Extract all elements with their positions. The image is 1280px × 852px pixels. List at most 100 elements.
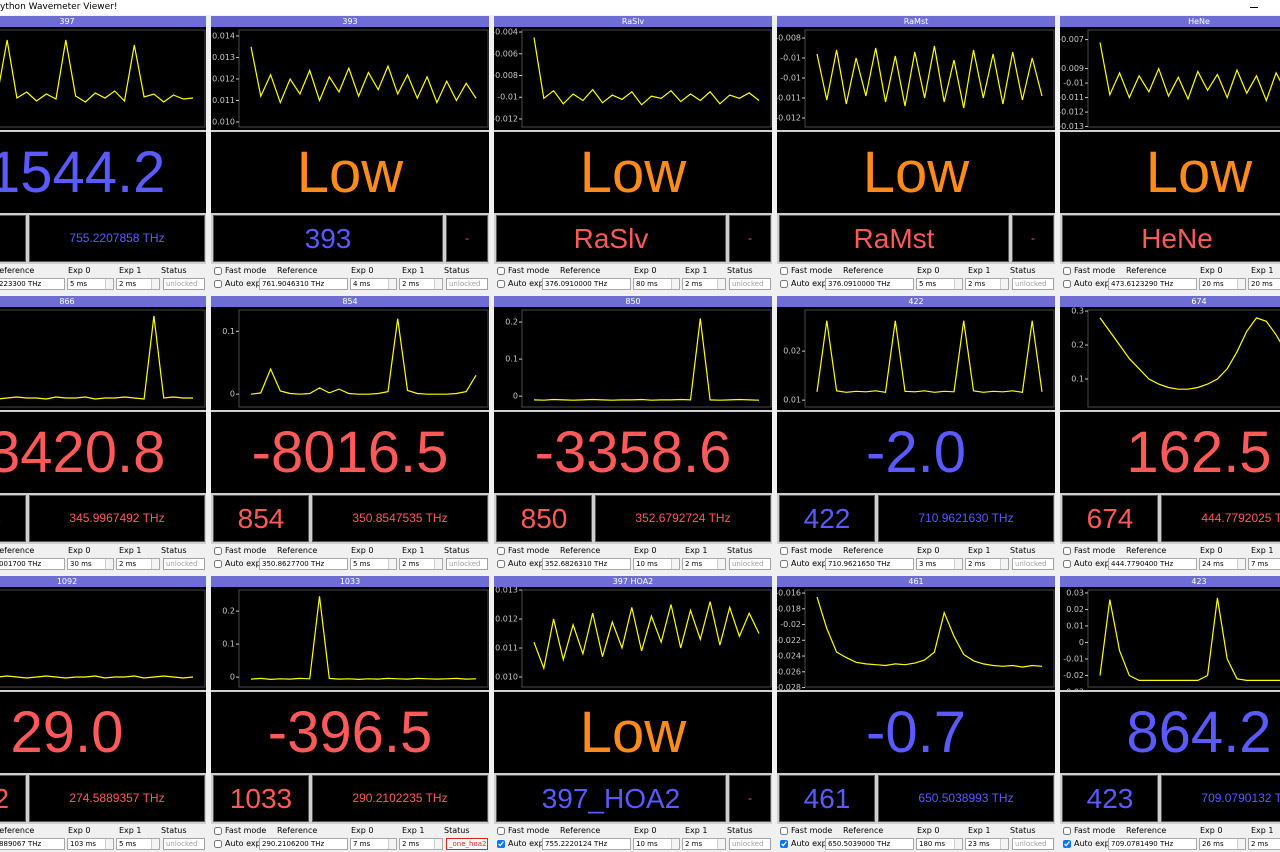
auto-expose-checkbox[interactable] — [780, 840, 788, 848]
auto-expose-checkbox[interactable] — [214, 560, 222, 568]
exp1-spinbox[interactable]: 5 ms — [116, 838, 160, 850]
status-field[interactable]: unlocked — [1012, 838, 1054, 850]
exp1-spinbox[interactable]: 2 ms — [965, 558, 1009, 570]
control-label: Fast mode — [791, 546, 833, 555]
fast-mode-checkbox[interactable] — [497, 827, 505, 835]
exp0-spinbox[interactable]: 80 ms — [633, 278, 680, 290]
exp0-spinbox[interactable]: 24 ms — [1199, 558, 1246, 570]
exp1-spinbox[interactable]: 2 ms — [116, 278, 160, 290]
exp1-spinbox[interactable]: 2 ms — [116, 558, 160, 570]
auto-expose-checkbox[interactable] — [780, 280, 788, 288]
fast-mode-checkbox[interactable] — [214, 547, 222, 555]
reading: -2.0 — [777, 412, 1055, 493]
exp0-spinbox[interactable]: 10 ms — [633, 838, 680, 850]
status-field[interactable]: unlocked — [729, 558, 771, 570]
status-field[interactable]: _one_hoa2 — [446, 838, 488, 850]
control-label: Exp 1 — [119, 546, 142, 555]
frequency: 650.5038993 THz — [878, 775, 1054, 822]
reference-input[interactable]: 376.0910000 THz — [542, 278, 631, 290]
fast-mode-checkbox[interactable] — [214, 827, 222, 835]
reference-input[interactable]: 710.9621650 THz — [825, 558, 914, 570]
fast-mode-checkbox[interactable] — [214, 267, 222, 275]
status-field[interactable]: unlocked — [729, 838, 771, 850]
status-field[interactable]: unlocked — [446, 558, 488, 570]
fast-mode-checkbox[interactable] — [780, 547, 788, 555]
reference-input[interactable]: 755.2220124 THz — [542, 838, 631, 850]
exp1-spinbox[interactable]: 2 ms — [965, 278, 1009, 290]
exp0-spinbox[interactable]: 26 ms — [1199, 838, 1246, 850]
status-field[interactable]: unlocked — [163, 558, 205, 570]
frequency: 290.2102235 THz — [312, 775, 488, 822]
exp1-spinbox[interactable]: 23 ms — [965, 838, 1009, 850]
auto-expose-checkbox[interactable] — [497, 840, 505, 848]
channel-name: 850 — [496, 495, 592, 542]
control-label: Reference — [1126, 546, 1167, 555]
reference-input[interactable]: 346.0001700 THz — [0, 558, 65, 570]
exp1-spinbox[interactable]: 2 ms — [682, 278, 726, 290]
exp0-spinbox[interactable]: 4 ms — [350, 278, 397, 290]
reference-input[interactable]: 376.0910000 THz — [825, 278, 914, 290]
exp1-spinbox[interactable]: 2 ms — [682, 838, 726, 850]
exp1-spinbox[interactable]: 2 ms — [399, 838, 443, 850]
fast-mode-checkbox[interactable] — [780, 267, 788, 275]
y-tick-label: -0.018 — [777, 604, 801, 613]
plot-frame — [804, 309, 1055, 408]
reference-input[interactable]: 290.2106200 THz — [259, 838, 348, 850]
auto-expose-checkbox[interactable] — [497, 560, 505, 568]
status-field[interactable]: unlocked — [729, 278, 771, 290]
exp1-spinbox[interactable]: 2 ms — [1248, 838, 1280, 850]
fast-mode-checkbox[interactable] — [1063, 827, 1071, 835]
trace — [533, 601, 760, 671]
control-label: Reference — [277, 266, 318, 275]
reference-input[interactable]: 709.0781490 THz — [1108, 838, 1197, 850]
fast-mode-checkbox[interactable] — [497, 267, 505, 275]
reference-input[interactable]: 755.2223300 THz — [0, 278, 65, 290]
exp1-spinbox[interactable]: 20 ms — [1248, 278, 1280, 290]
control-label: Fast mode — [1074, 546, 1116, 555]
status-field[interactable]: unlocked — [1012, 278, 1054, 290]
status-field[interactable]: unlocked — [1012, 558, 1054, 570]
channel-name: 461 — [779, 775, 875, 822]
auto-expose-checkbox[interactable] — [1063, 280, 1071, 288]
reference-input[interactable]: 761.9046310 THz — [259, 278, 348, 290]
auto-expose-checkbox[interactable] — [1063, 840, 1071, 848]
auto-expose-checkbox[interactable] — [214, 280, 222, 288]
exp1-spinbox[interactable]: 2 ms — [399, 558, 443, 570]
exp0-spinbox[interactable]: 20 ms — [1199, 278, 1246, 290]
exp0-spinbox[interactable]: 5 ms — [916, 278, 963, 290]
auto-expose-checkbox[interactable] — [497, 280, 505, 288]
exp1-spinbox[interactable]: 2 ms — [682, 558, 726, 570]
plot-frame — [804, 29, 1055, 128]
auto-expose-checkbox[interactable] — [780, 560, 788, 568]
exp0-spinbox[interactable]: 180 ms — [916, 838, 963, 850]
exp0-spinbox[interactable]: 3 ms — [916, 558, 963, 570]
exp0-spinbox[interactable]: 10 ms — [633, 558, 680, 570]
auto-expose-checkbox[interactable] — [1063, 560, 1071, 568]
fast-mode-checkbox[interactable] — [780, 827, 788, 835]
panel-title: RaMst — [777, 16, 1055, 27]
exp0-spinbox[interactable]: 7 ms — [350, 838, 397, 850]
status-field[interactable]: unlocked — [446, 278, 488, 290]
exp0-spinbox[interactable]: 103 ms — [67, 838, 114, 850]
fast-mode-checkbox[interactable] — [497, 547, 505, 555]
reference-input[interactable]: 352.6826310 THz — [542, 558, 631, 570]
fast-mode-checkbox[interactable] — [1063, 267, 1071, 275]
fast-mode-checkbox[interactable] — [1063, 547, 1071, 555]
reference-input[interactable]: 444.7790400 THz — [1108, 558, 1197, 570]
exp0-spinbox[interactable]: 5 ms — [67, 278, 114, 290]
reference-input[interactable]: 473.6123290 THz — [1108, 278, 1197, 290]
status-field[interactable]: unlocked — [163, 838, 205, 850]
reference-input[interactable]: 650.5039000 THz — [825, 838, 914, 850]
reference-input[interactable]: 274.5889067 THz — [0, 838, 65, 850]
status-field[interactable]: unlocked — [163, 278, 205, 290]
minimize-button[interactable] — [1250, 7, 1258, 8]
y-tick-label: 0.02 — [1066, 605, 1084, 614]
exp1-spinbox[interactable]: 7 ms — [1248, 558, 1280, 570]
exp0-spinbox[interactable]: 5 ms — [350, 558, 397, 570]
frequency: - — [1012, 215, 1054, 262]
reference-input[interactable]: 350.8627700 THz — [259, 558, 348, 570]
auto-expose-checkbox[interactable] — [214, 840, 222, 848]
exp0-spinbox[interactable]: 30 ms — [67, 558, 114, 570]
exp1-spinbox[interactable]: 2 ms — [399, 278, 443, 290]
